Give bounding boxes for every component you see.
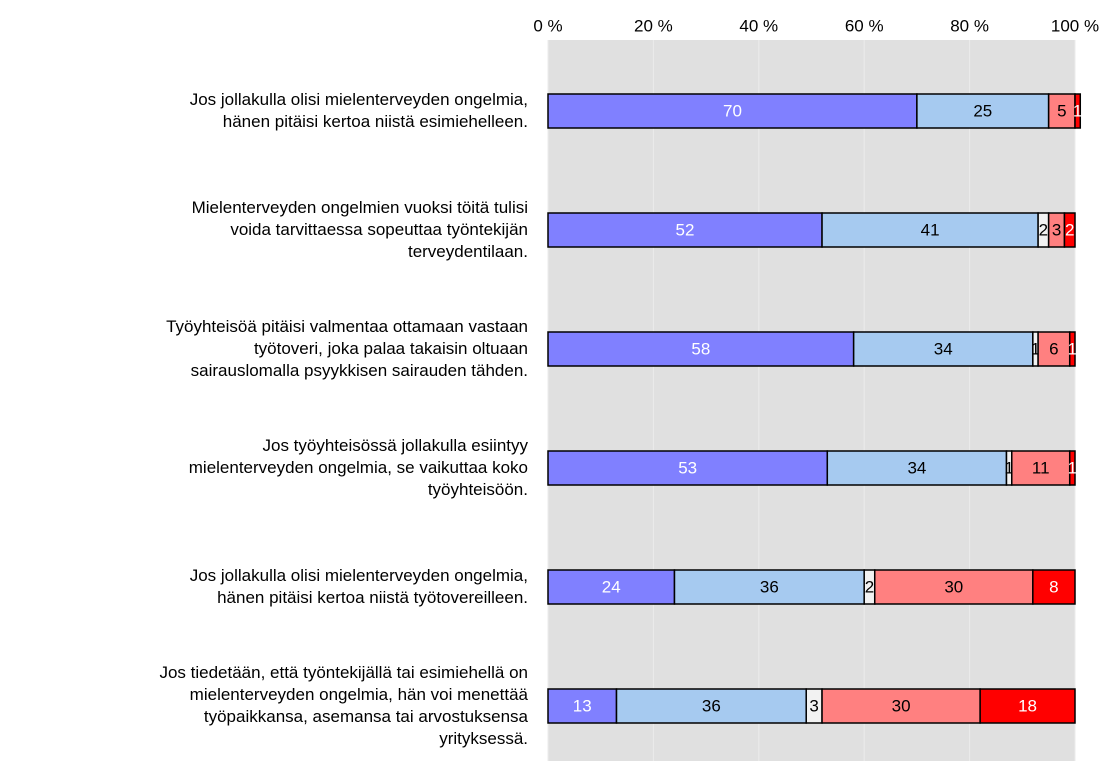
bar-segment [547,450,829,486]
category-label: Mielenterveyden ongelmien vuoksi töitä t… [191,198,528,261]
data-label: 30 [944,577,963,596]
data-label: 3 [809,696,818,715]
data-label: 24 [602,577,621,596]
category-label: Jos tiedetään, että työntekijällä tai es… [159,663,528,748]
bar-segment [1063,212,1076,248]
data-label: 8 [1049,577,1058,596]
bar-segment [821,688,981,724]
data-label: 1 [1068,458,1077,477]
bar-segment [826,450,1008,486]
data-label: 1 [1031,339,1040,358]
data-label: 30 [892,696,911,715]
x-tick-label: 20 % [634,16,673,35]
data-label: 1 [1073,101,1082,120]
data-label: 1 [1004,458,1013,477]
data-label: 5 [1057,101,1066,120]
category-label: Työyhteisöä pitäisi valmentaa ottamaan v… [166,317,528,380]
category-label: Jos jollakulla olisi mielenterveyden ong… [189,90,528,131]
bar-segment [1032,569,1076,605]
bar-segment [547,331,855,367]
data-label: 2 [1065,220,1074,239]
bar-segment [1011,450,1071,486]
data-label: 70 [723,101,742,120]
x-tick-label: 100 % [1051,16,1099,35]
x-tick-label: 40 % [739,16,778,35]
bar-segment [1047,93,1076,129]
bar-segment [547,93,918,129]
plot-area [548,40,1075,761]
data-label: 52 [676,220,695,239]
bar-segment [547,212,823,248]
bar-segment [1068,450,1076,486]
data-label: 11 [1032,458,1050,477]
bar-segment [547,688,618,724]
bar-segment [873,569,1034,605]
bar-segment [1068,331,1076,367]
data-label: 3 [1052,220,1061,239]
data-label: 34 [934,339,953,358]
bar-segment [673,569,865,605]
data-label: 25 [973,101,992,120]
bar-segment [821,212,1039,248]
data-label: 2 [1039,220,1048,239]
x-tick-label: 60 % [845,16,884,35]
data-label: 41 [921,220,940,239]
x-tick-label: 80 % [950,16,989,35]
bar-segment [979,688,1076,724]
bar-segment [852,331,1034,367]
bar-segment [1074,93,1082,129]
category-label: Jos jollakulla olisi mielenterveyden ong… [189,566,528,607]
data-label: 13 [573,696,592,715]
data-label: 1 [1068,339,1077,358]
data-label: 36 [702,696,721,715]
data-label: 36 [760,577,779,596]
data-label: 58 [691,339,710,358]
data-label: 34 [907,458,926,477]
category-label: Jos työyhteisössä jollakulla esiintyy mi… [188,436,528,499]
bar-segment [916,93,1050,129]
data-label: 18 [1018,696,1037,715]
data-label: 6 [1049,339,1058,358]
data-label: 53 [678,458,697,477]
data-label: 2 [865,577,874,596]
x-tick-label: 0 % [533,16,562,35]
